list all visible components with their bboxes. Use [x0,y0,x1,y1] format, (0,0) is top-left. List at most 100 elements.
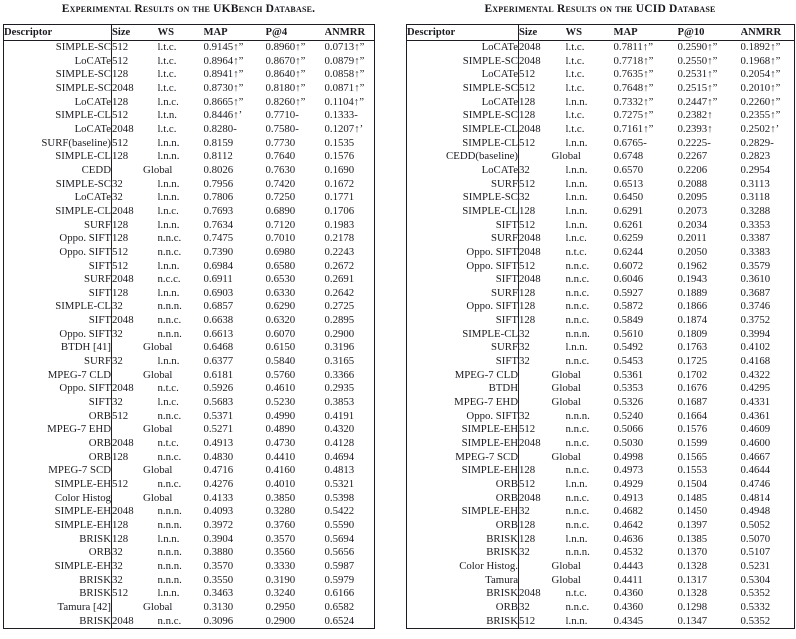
descriptor-cell: MPEG-7 EHD [3,423,112,438]
precision-cell: 0.2225- [677,136,711,149]
map-cell: 0.6259 [613,232,644,245]
descriptor-cell: SIMPLE-CL [406,204,519,219]
descriptor-cell: BTDH [406,382,519,397]
size-cell: 512 [519,81,536,94]
map-cell: 0.8730↑” [203,81,244,94]
ws-cell: l.t.c. [157,68,177,81]
precision-cell: 0.1702 [677,368,708,381]
ws-cell: n.n.c. [157,450,182,463]
descriptor-cell: SURF [3,273,112,287]
precision-cell: 0.4990 [265,409,296,422]
size-cell: 128 [112,532,129,545]
table-row: SIMPLE-CL 32 n.n.n. 0.5610 0.1809 0.3994 [406,327,795,342]
anmrr-cell: 0.3288 [740,204,771,217]
precision-cell: 0.1385 [677,532,708,545]
descriptor-cell: Color Histog. [406,559,519,574]
precision-cell: 0.7120 [265,218,296,231]
map-cell: 0.6468 [203,341,234,354]
map-cell: 0.6903 [203,286,234,299]
table-row: SIMPLE-SC 512 l.t.c. 0.7648↑” 0.2515↑” 0.2010… [406,81,795,96]
ws-cell: n.n.n. [157,327,182,340]
map-cell: 0.5927 [613,286,644,299]
ws-cell: l.t.n. [157,109,178,122]
size-cell: 2048 [519,587,541,600]
anmrr-cell: 0.2260↑” [740,95,781,108]
map-cell: 0.5683 [203,396,234,409]
precision-cell: 0.3330 [265,559,296,572]
descriptor-cell: SIFT [3,286,112,301]
map-cell: 0.6291 [613,204,644,217]
descriptor-cell: ORB [3,437,112,451]
map-cell: 0.6377 [203,355,234,368]
size-cell: 128 [112,232,129,245]
descriptor-cell: SURF [3,218,112,233]
ukbench-results-table: Descriptor Size WS MAP P@4 ANMRR SIMPLE-… [3,24,375,630]
descriptor-cell: SIFT [3,259,112,274]
ws-cell: n.t.c. [157,382,179,395]
anmrr-cell: 0.2642 [324,286,355,299]
descriptor-cell: SURF [3,355,112,369]
precision-cell: 0.1317 [677,573,708,586]
global-cell: Global [551,382,581,395]
ws-cell: l.n.n. [565,614,588,627]
table-row: ORB 32 n.n.n. 0.3880 0.3560 0.5656 [3,546,375,560]
size-cell: 512 [519,177,536,190]
col-header-ws: WS [565,24,614,41]
map-cell: 0.7806 [203,191,234,204]
table-row: Oppo. SIFT 128 n.n.c. 0.5872 0.1866 0.3746 [406,300,795,315]
map-cell: 0.6638 [203,314,234,327]
descriptor-cell: Oppo. SIFT [406,245,519,260]
size-cell: 128 [112,518,129,531]
col-header-anmrr: ANMRR [324,24,375,41]
descriptor-cell: SURF [406,286,519,301]
map-cell: 0.5030 [613,437,644,450]
size-cell: 2048 [112,614,134,627]
precision-cell: 0.6330 [265,286,296,299]
table-row: Oppo. SIFT 512 n.n.c. 0.7390 0.6980 0.2243 [3,245,375,260]
precision-cell: 0.1328 [677,587,708,600]
anmrr-cell: 0.2355↑” [740,109,781,122]
anmrr-cell: 0.3853 [324,396,355,409]
descriptor-cell: SIMPLE-EH [406,464,519,478]
anmrr-cell: 0.4128 [324,437,355,450]
ucid-caption: Experimental Results on the UCID Databas… [484,3,716,15]
precision-cell: 0.7730 [265,136,296,149]
map-cell: 0.5849 [613,314,644,327]
ws-cell: n.n.c. [565,423,590,436]
anmrr-cell: 0.2895 [324,314,355,327]
table-row: SIFT 2048 n.n.c. 0.6638 0.6320 0.2895 [3,314,375,328]
descriptor-cell: BRISK [3,587,112,601]
map-cell: 0.5066 [613,423,644,436]
anmrr-cell: 0.5987 [324,559,355,572]
ws-cell: n.n.c. [565,437,590,450]
anmrr-cell: 0.3752 [740,314,771,327]
table-row: BRISK 128 l.n.n. 0.3904 0.3570 0.5694 [3,532,375,547]
map-cell: 0.5492 [613,341,644,354]
anmrr-cell: 0.4168 [740,355,771,368]
ws-cell: l.n.c. [565,232,587,245]
map-cell: 0.6244 [613,245,644,258]
ws-cell: l.n.n. [565,218,588,231]
table-row: MPEG-7 SCD Global 0.4998 0.1565 0.4667 [406,450,795,465]
size-cell: 128 [519,204,536,217]
precision-cell: 0.7710- [265,109,299,122]
map-cell: 0.8964↑” [203,54,244,67]
descriptor-cell: SIMPLE-CL [406,327,519,342]
ws-cell: n.n.n. [157,505,182,518]
map-cell: 0.5240 [613,409,644,422]
anmrr-cell: 0.3387 [740,232,771,245]
map-cell: 0.7475 [203,232,234,245]
table-row: SURF 32 l.n.n. 0.5492 0.1763 0.4102 [406,341,795,356]
table-row: SIMPLE-CL 2048 l.t.c. 0.7161↑” 0.2393↑ 0.2502… [406,122,795,137]
descriptor-cell: Color Histog [3,491,112,506]
descriptor-cell: SIFT [406,314,519,328]
descriptor-cell: Tamura [406,573,519,588]
size-cell: 2048 [112,437,134,450]
table-row: SURF 2048 l.n.c. 0.6259 0.2011 0.3387 [406,232,795,246]
anmrr-cell: 0.2900 [324,327,355,340]
ws-cell: l.n.n. [157,355,180,368]
ws-cell: n.n.n. [565,546,590,559]
size-cell: 512 [519,68,536,81]
ws-cell: l.n.n. [565,341,588,354]
map-cell: 0.7634 [203,218,234,231]
